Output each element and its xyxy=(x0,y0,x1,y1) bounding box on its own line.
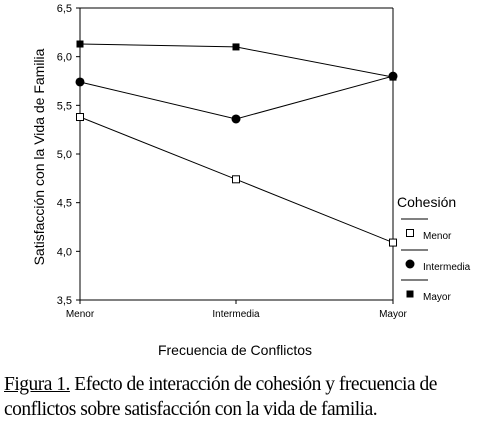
chart: 3,5 4,0 4,5 5,0 5,5 6,0 6,5 Menor Intermedia Mayo… xyxy=(31,3,471,358)
y-tick-label: 4,5 xyxy=(57,198,72,210)
x-tick-label: Mayor xyxy=(379,309,407,320)
caption-label: Figura 1. xyxy=(4,374,70,395)
data-point-mayor xyxy=(76,40,84,48)
series-line-intermedia xyxy=(79,75,394,120)
y-tick-label: 6,5 xyxy=(57,3,72,15)
legend-marker-intermedia xyxy=(405,259,415,269)
axes: 3,5 4,0 4,5 5,0 5,5 6,0 6,5 Menor Intermedia Mayo… xyxy=(57,3,408,320)
data-point-mayor xyxy=(232,43,240,51)
figure-caption: Figura 1. Efecto de interacción de cohes… xyxy=(4,372,496,422)
data-point-menor xyxy=(389,238,397,247)
series-layer xyxy=(75,40,398,247)
x-axis-label: Frecuencia de Conflictos xyxy=(158,342,312,358)
y-tick-label: 6,0 xyxy=(57,52,72,64)
data-point-menor xyxy=(232,175,240,184)
legend-title: Cohesión xyxy=(397,194,456,210)
legend-label-mayor: Mayor xyxy=(423,292,451,303)
legend-label-intermedia: Intermedia xyxy=(423,262,471,273)
data-point-intermedia xyxy=(231,114,241,124)
legend: Cohesión Menor Intermedia Mayor xyxy=(397,194,471,303)
legend-marker-menor xyxy=(406,229,414,237)
x-tick-label: Intermedia xyxy=(212,309,260,320)
legend-label-menor: Menor xyxy=(423,231,452,242)
y-tick-label: 5,5 xyxy=(57,100,72,112)
legend-marker-mayor xyxy=(406,290,414,298)
y-axis-label: Satisfacción con la Vida de Familia xyxy=(31,48,47,265)
data-point-mayor xyxy=(389,73,397,81)
y-tick-label: 5,0 xyxy=(57,149,72,161)
data-point-menor xyxy=(76,113,84,122)
data-point-intermedia xyxy=(75,77,85,87)
y-tick-label: 4,0 xyxy=(57,246,72,258)
x-tick-label: Menor xyxy=(66,309,95,320)
y-tick-label: 3,5 xyxy=(57,295,72,307)
caption-text: Efecto de interacción de cohesión y frec… xyxy=(4,374,437,420)
